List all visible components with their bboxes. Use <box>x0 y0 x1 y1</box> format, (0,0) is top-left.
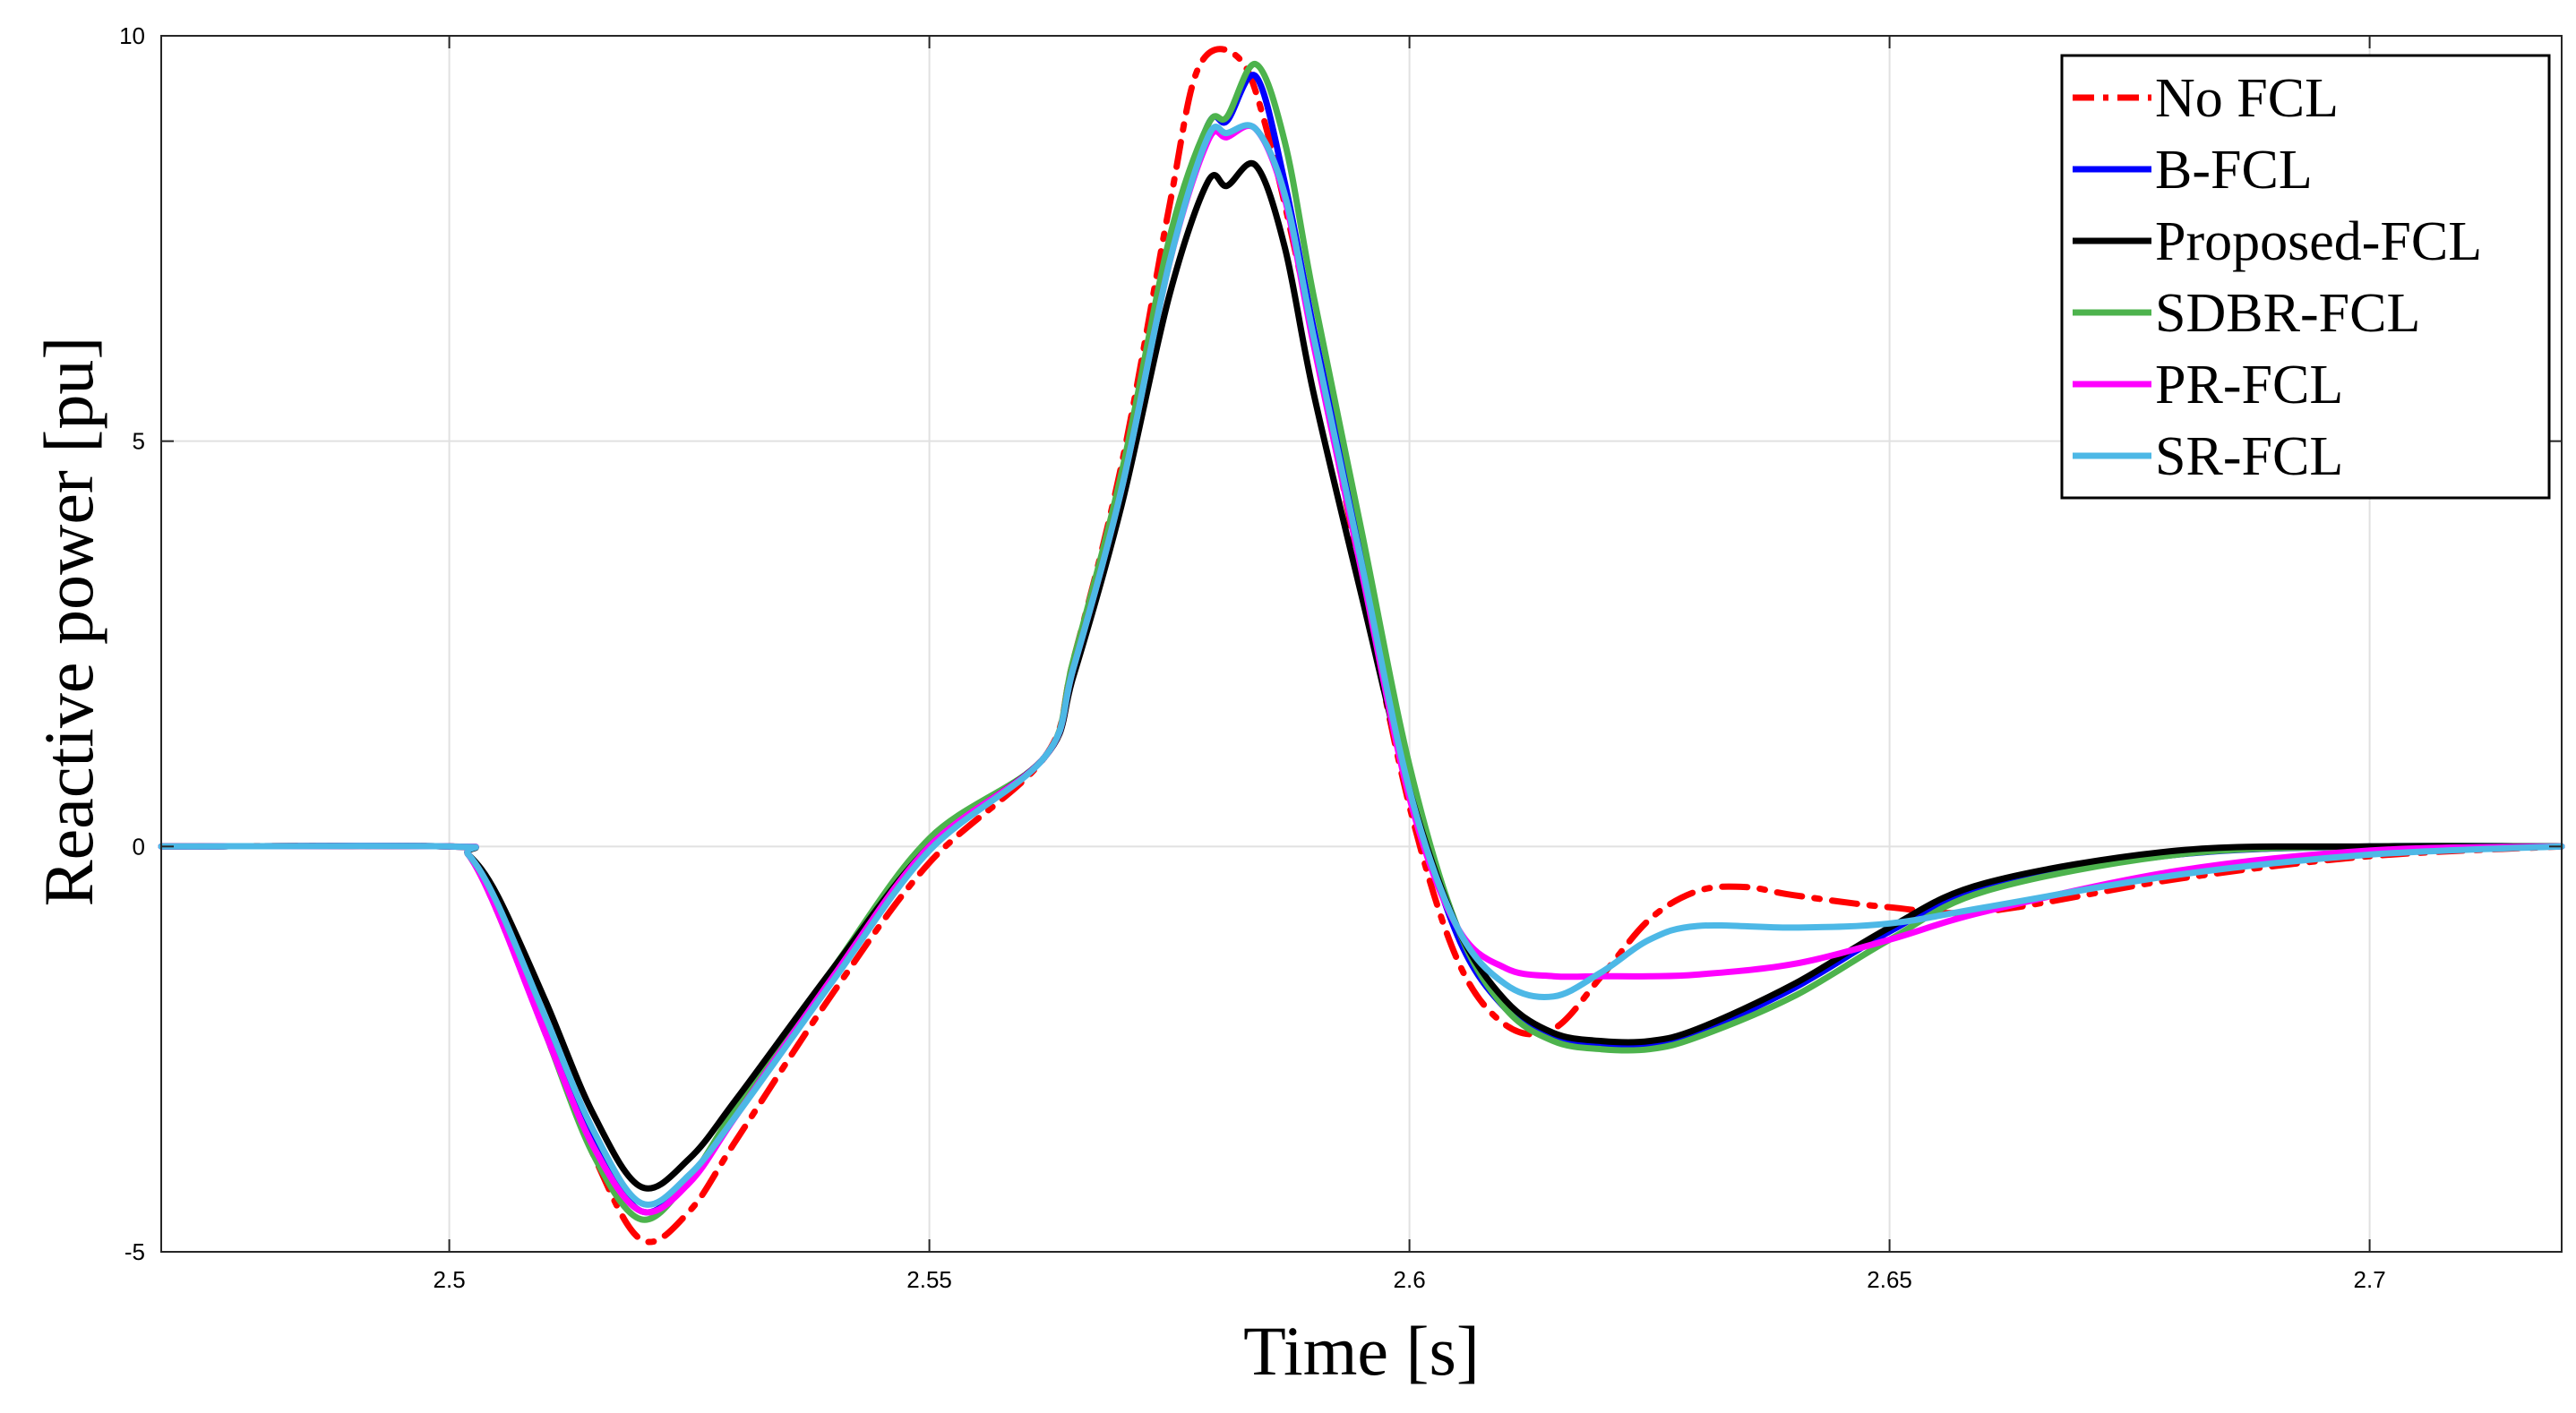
x-tick-label: 2.7 <box>2354 1266 2386 1293</box>
series-line-sr-fcl <box>158 122 2565 1208</box>
legend-box <box>2060 54 2551 500</box>
legend-label: No FCL <box>2155 68 2339 129</box>
y-tick-label: 0 <box>133 833 145 860</box>
legend: No FCL B-FCL Proposed-FCL SDBR-FCL PR-FCL SR-… <box>2060 54 2551 500</box>
x-tick-label: 2.65 <box>1867 1266 1912 1293</box>
x-tick-label: 2.55 <box>906 1266 952 1293</box>
y-tick-label: -5 <box>125 1238 145 1265</box>
y-axis-label: Reactive power [pu] <box>30 337 107 907</box>
legend-label: PR-FCL <box>2155 355 2343 415</box>
legend-label: SR-FCL <box>2155 426 2343 487</box>
series-line-pr-fcl <box>158 122 2565 1216</box>
x-tick-label: 2.6 <box>1394 1266 1426 1293</box>
legend-label: Proposed-FCL <box>2155 211 2482 272</box>
y-tick-label: 10 <box>119 22 145 49</box>
plot-lines <box>158 46 2565 1246</box>
legend-label: B-FCL <box>2155 140 2313 201</box>
series-line-proposed-fcl <box>158 159 2565 1192</box>
y-tick-label: 5 <box>133 428 145 455</box>
legend-label: SDBR-FCL <box>2155 283 2420 344</box>
x-axis-label: Time [s] <box>1243 1312 1480 1390</box>
tick-labels: 2.5 2.55 2.6 2.65 2.7 -5 0 5 10 <box>119 22 2562 1293</box>
x-tick-label: 2.5 <box>434 1266 466 1293</box>
series-line-sdbr-fcl <box>158 61 2565 1223</box>
axes-box <box>160 35 2563 1253</box>
